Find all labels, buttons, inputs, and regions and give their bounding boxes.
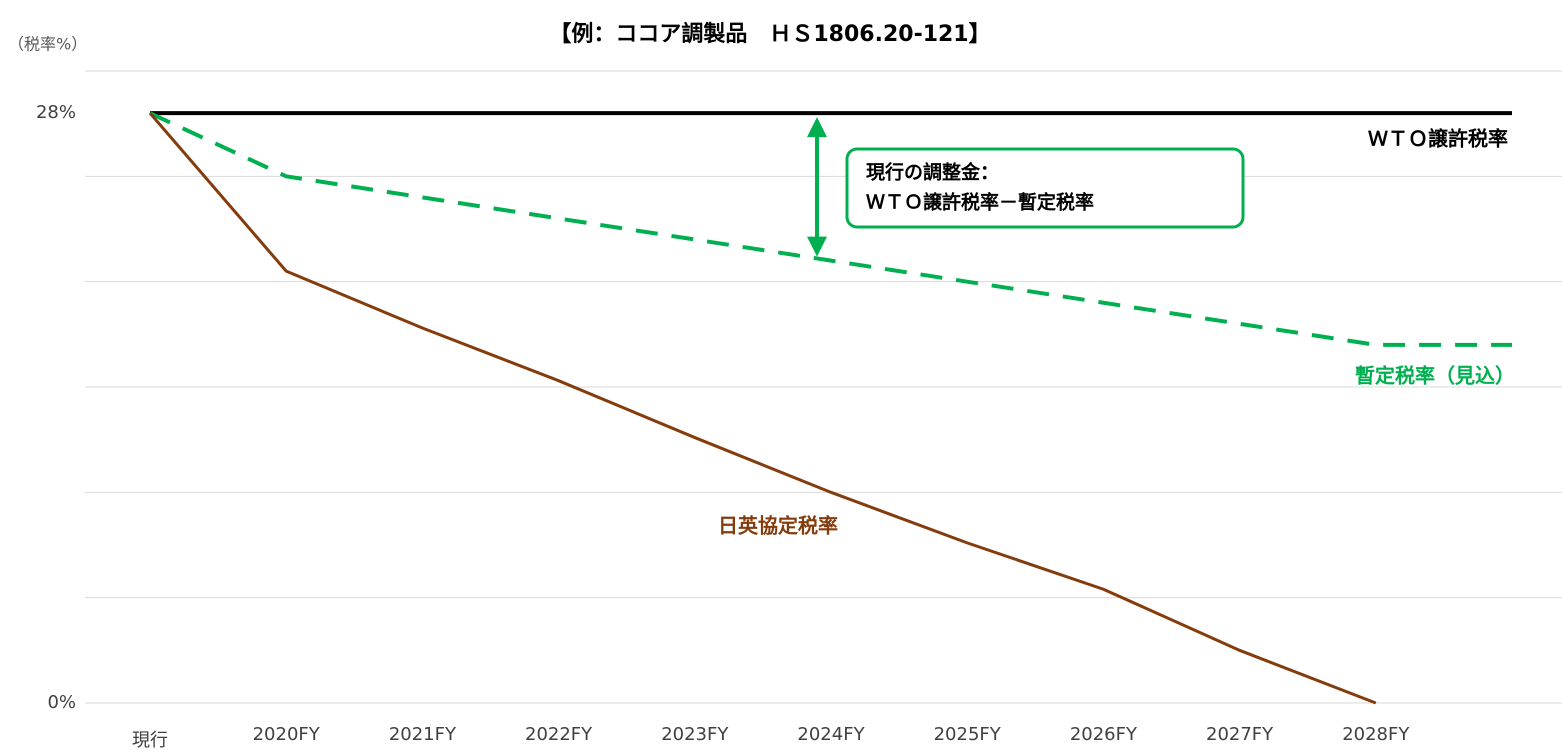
x-tick-label: 2026FY [1070,724,1138,745]
y-axis-label: （税率%） [8,35,87,54]
x-tick-label: 2021FY [389,724,457,745]
chart-title: 【例：ココア調製品 ＨＳ1806.20-121】 [549,21,990,47]
x-tick-label: 現行 [132,730,168,751]
arrow-head [807,117,827,138]
series-line [149,111,1512,347]
annotation-text: ＷＴＯ譲許税率－暫定税率 [866,191,1094,214]
series-label: ＷＴＯ譲許税率 [1368,127,1508,151]
x-tick-label: 2025FY [934,724,1002,745]
x-tick-label: 2022FY [525,724,593,745]
x-tick-label: 2028FY [1342,724,1410,745]
y-tick-label: 28% [36,102,76,123]
y-tick-label: 0% [47,692,76,713]
arrow-head [807,236,827,257]
series-label: 日英協定税率 [718,514,838,538]
x-tick-label: 2020FY [253,724,321,745]
annotation-box [845,147,1245,229]
x-tick-label: 2027FY [1206,724,1274,745]
series-label: 暫定税率（見込） [1355,364,1515,388]
annotation-text: 現行の調整金： [866,161,999,184]
x-tick-label: 2024FY [797,724,865,745]
series-line [148,112,1377,705]
x-tick-label: 2023FY [661,724,729,745]
